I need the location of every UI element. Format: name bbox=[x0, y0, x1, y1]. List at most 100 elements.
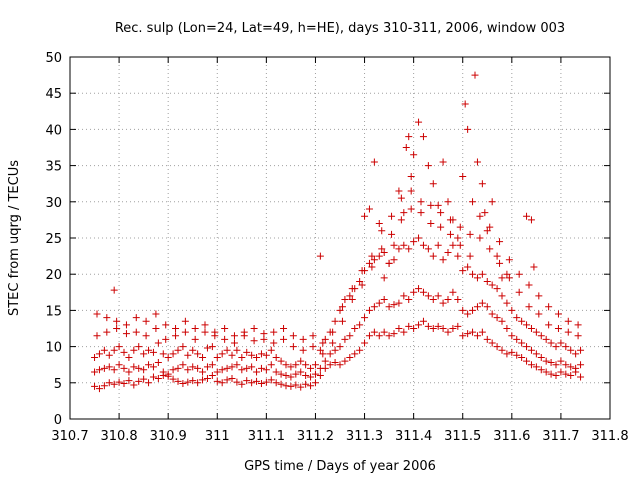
x-tick-label: 311.2 bbox=[297, 429, 334, 444]
data-point bbox=[439, 256, 447, 264]
x-tick-label: 310.8 bbox=[100, 429, 137, 444]
data-point bbox=[395, 245, 403, 253]
data-point bbox=[272, 379, 280, 387]
data-point bbox=[184, 378, 192, 386]
data-point bbox=[542, 357, 550, 365]
data-point bbox=[120, 348, 128, 356]
data-point bbox=[348, 285, 356, 293]
data-point bbox=[149, 348, 157, 356]
data-point bbox=[577, 346, 585, 354]
data-point bbox=[272, 368, 280, 376]
x-tick-label: 311.6 bbox=[493, 429, 530, 444]
data-point bbox=[174, 364, 182, 372]
data-point bbox=[267, 376, 275, 384]
data-point bbox=[120, 380, 128, 388]
y-tick-label: 45 bbox=[45, 87, 62, 102]
data-point bbox=[368, 263, 376, 271]
data-point bbox=[221, 335, 229, 343]
data-point bbox=[191, 325, 199, 332]
data-point bbox=[375, 299, 383, 307]
x-tick-label: 311.3 bbox=[346, 429, 383, 444]
data-point bbox=[523, 212, 531, 220]
data-point bbox=[311, 370, 319, 378]
data-point bbox=[417, 198, 425, 206]
data-point bbox=[464, 310, 472, 318]
data-point bbox=[390, 330, 398, 338]
data-point bbox=[348, 296, 356, 304]
data-point bbox=[476, 212, 484, 220]
data-point bbox=[299, 335, 307, 343]
data-point bbox=[419, 241, 427, 249]
data-point bbox=[356, 277, 364, 285]
data-point bbox=[228, 351, 236, 359]
data-point bbox=[260, 330, 268, 338]
data-point bbox=[145, 346, 153, 354]
data-point bbox=[103, 328, 111, 336]
y-tick-label: 10 bbox=[45, 341, 62, 356]
data-point bbox=[405, 245, 413, 253]
data-point bbox=[199, 368, 207, 376]
data-point bbox=[309, 343, 317, 351]
data-point bbox=[203, 374, 211, 382]
data-point bbox=[562, 361, 570, 369]
data-point bbox=[449, 241, 457, 249]
data-point bbox=[405, 296, 413, 304]
data-point bbox=[419, 133, 427, 141]
data-point bbox=[282, 382, 290, 390]
data-point bbox=[208, 343, 216, 351]
data-point bbox=[164, 370, 172, 378]
data-point bbox=[297, 368, 305, 376]
data-point bbox=[213, 368, 221, 376]
data-point bbox=[419, 317, 427, 325]
data-point bbox=[365, 259, 373, 267]
data-point bbox=[316, 252, 324, 260]
data-point bbox=[498, 292, 506, 300]
data-point bbox=[159, 368, 167, 376]
data-point bbox=[341, 335, 349, 343]
data-point bbox=[429, 252, 437, 260]
x-tick-label: 311.4 bbox=[395, 429, 432, 444]
data-point bbox=[503, 270, 511, 278]
data-point bbox=[375, 220, 383, 228]
data-point bbox=[311, 361, 319, 369]
data-point bbox=[473, 332, 481, 340]
data-point bbox=[562, 370, 570, 378]
x-axis-ticks: 310.7 310.8 310.9 311 311.1 311.2 311.3 311.4 31… bbox=[51, 57, 629, 444]
data-point bbox=[469, 306, 477, 314]
data-point bbox=[277, 357, 285, 365]
data-point bbox=[523, 321, 531, 329]
data-point bbox=[238, 353, 246, 361]
data-point bbox=[329, 339, 337, 347]
data-point bbox=[132, 314, 140, 322]
data-point bbox=[557, 339, 565, 347]
data-point bbox=[243, 377, 251, 385]
data-point bbox=[397, 194, 405, 202]
data-point bbox=[417, 209, 425, 217]
data-point bbox=[400, 209, 408, 217]
data-point bbox=[478, 328, 486, 336]
data-point bbox=[100, 346, 108, 354]
data-point bbox=[471, 71, 479, 79]
y-axis-ticks: 0 5 10 15 20 25 30 35 40 45 50 bbox=[45, 51, 610, 428]
data-point bbox=[302, 380, 310, 388]
data-point bbox=[469, 198, 477, 206]
data-point bbox=[331, 359, 339, 367]
data-point bbox=[525, 281, 533, 289]
data-point bbox=[380, 274, 388, 282]
data-point bbox=[478, 270, 486, 278]
data-point bbox=[213, 353, 221, 361]
data-point bbox=[532, 363, 540, 371]
data-point bbox=[257, 380, 265, 388]
data-point bbox=[488, 198, 496, 206]
data-point bbox=[530, 263, 538, 271]
data-point bbox=[262, 366, 270, 374]
data-point bbox=[464, 330, 472, 338]
data-point bbox=[189, 346, 197, 354]
data-point bbox=[346, 292, 354, 300]
data-point bbox=[302, 361, 310, 369]
data-point bbox=[527, 346, 535, 354]
data-point bbox=[199, 376, 207, 384]
data-point bbox=[424, 245, 432, 253]
data-point bbox=[437, 209, 445, 217]
data-point bbox=[189, 363, 197, 371]
